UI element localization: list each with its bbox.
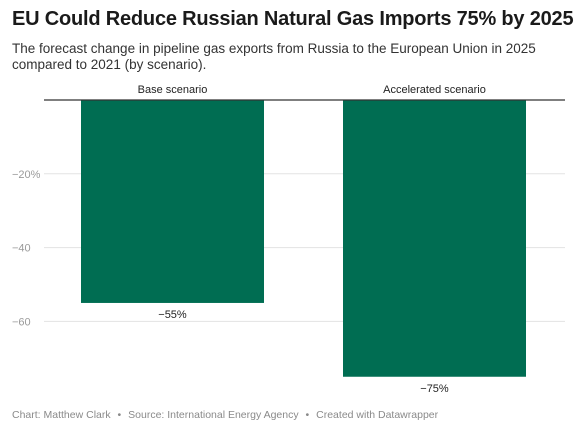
bar: [81, 100, 264, 303]
y-tick-label: −60: [12, 316, 31, 328]
chart-title: EU Could Reduce Russian Natural Gas Impo…: [12, 8, 574, 30]
category-label: Accelerated scenario: [383, 84, 486, 96]
y-tick-label: −40: [12, 243, 31, 255]
chart-footer: Chart: Matthew Clark • Source: Internati…: [12, 409, 438, 421]
chart-subtitle: The forecast change in pipeline gas expo…: [12, 41, 536, 72]
y-tick-label: −20%: [12, 169, 41, 181]
value-label: −75%: [420, 383, 449, 395]
footer-separator: •: [305, 409, 310, 421]
footer-tool: Created with Datawrapper: [316, 409, 439, 421]
footer-source: Source: International Energy Agency: [128, 409, 299, 421]
category-label: Base scenario: [138, 84, 208, 96]
value-label: −55%: [158, 309, 187, 321]
bar: [343, 100, 526, 377]
footer-separator: •: [117, 409, 122, 421]
footer-credit: Chart: Matthew Clark: [12, 409, 111, 421]
